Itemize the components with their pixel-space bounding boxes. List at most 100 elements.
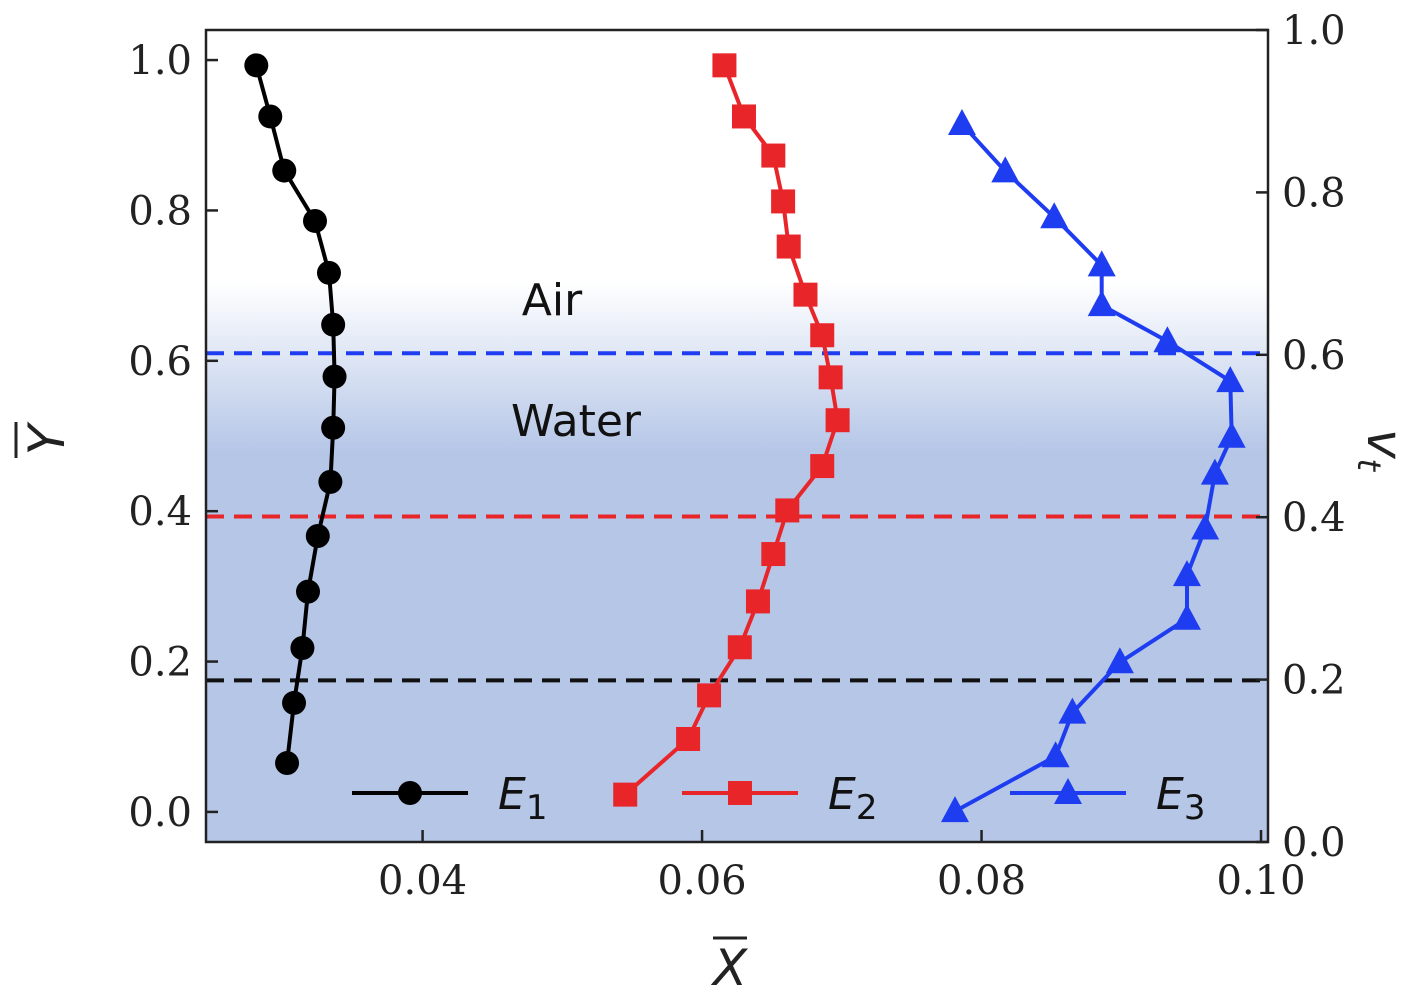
series-1-point-14 [275, 751, 300, 776]
series-3-point-15 [1041, 741, 1070, 768]
series-1-point-11 [296, 579, 321, 604]
series-3-point-14 [1058, 697, 1087, 724]
series-2-point-9 [825, 408, 850, 433]
x-axis: 0.04 0.06 0.08 0.10 [378, 830, 1306, 904]
series-3-point-10 [1191, 513, 1220, 540]
y2-axis-title: vt [1350, 429, 1414, 473]
series-2 [613, 53, 850, 807]
series-3 [940, 108, 1246, 823]
x-tick-label-3: 0.08 [937, 858, 1026, 904]
legend-label-1-sub: 1 [526, 788, 548, 828]
y-tick-label-3: 0.4 [128, 489, 192, 535]
legend-item-3: E3 [1010, 769, 1205, 828]
y2-tick-label-6: 1.0 [1282, 8, 1346, 54]
series-1-point-3 [272, 158, 297, 183]
legend: E1 E2 E3 [352, 769, 1205, 828]
series-3-point-11 [1172, 560, 1201, 587]
x-axis-title: X [710, 936, 749, 997]
series-2-point-13 [745, 589, 770, 614]
region-label-air: Air [522, 275, 583, 326]
x-tick-label-4: 0.10 [1216, 858, 1305, 904]
legend-label-2-main: E [828, 769, 856, 820]
x-tick-label-1: 0.04 [378, 858, 467, 904]
series-2-point-2 [731, 104, 756, 129]
series-1-point-5 [316, 260, 341, 285]
y-tick-label-1: 0.0 [128, 790, 192, 836]
x-tick-label-2: 0.06 [658, 858, 747, 904]
series-3-point-7 [1216, 366, 1245, 393]
region-label-water: Water [511, 396, 642, 447]
series-3-point-2 [991, 156, 1020, 183]
y-tick-label-5: 0.8 [128, 188, 192, 234]
series-3-point-6 [1153, 326, 1182, 353]
legend-item-2: E2 [682, 769, 877, 828]
series-1-point-13 [282, 690, 307, 715]
series-2-point-3 [761, 143, 786, 168]
y2-axis-title-text: vt [1350, 429, 1414, 473]
legend-marker-2 [728, 781, 752, 805]
series-3-point-12 [1172, 603, 1201, 630]
legend-label-3-sub: 3 [1184, 788, 1206, 828]
reference-lines [206, 351, 1268, 683]
series-1-point-2 [258, 104, 283, 129]
series-2-point-1 [712, 53, 737, 78]
series-1-point-8 [321, 415, 346, 440]
series-2-point-12 [761, 542, 786, 567]
series-2-point-8 [818, 365, 843, 390]
y-axis-title-text: Y [18, 421, 76, 455]
series-1-point-10 [305, 523, 330, 548]
series-1-point-12 [290, 636, 315, 661]
series-3-point-16 [940, 796, 969, 823]
y-tick-label-4: 0.6 [128, 339, 192, 385]
legend-marker-1 [398, 781, 422, 805]
y2-tick-label-5: 0.8 [1282, 170, 1346, 216]
series-3-point-3 [1040, 202, 1069, 229]
y2-tick-label-2: 0.2 [1282, 658, 1346, 704]
series-2-point-16 [676, 726, 701, 751]
series-1-point-6 [321, 312, 346, 337]
series-1-point-7 [322, 364, 347, 389]
series-1-point-9 [318, 469, 343, 494]
series-1 [244, 53, 347, 776]
series-2-point-17 [613, 782, 638, 807]
plot-frame [204, 28, 1270, 844]
y-axis-title: Y [14, 421, 76, 458]
legend-item-1: E1 [352, 769, 547, 828]
series-3-point-4 [1087, 250, 1116, 277]
series-2-point-11 [775, 498, 800, 523]
x-axis-title-text: X [710, 939, 749, 997]
series-3-point-5 [1087, 290, 1116, 317]
y-axis: 0.0 0.2 0.4 0.6 0.8 1.0 [128, 38, 218, 836]
series-3-point-13 [1105, 647, 1134, 674]
series-1-point-1 [244, 53, 269, 78]
series-3-line [954, 122, 1234, 813]
series-1-point-4 [302, 208, 327, 233]
y2-tick-label-3: 0.4 [1282, 495, 1346, 541]
series-layer [244, 53, 1246, 823]
series-2-point-15 [697, 683, 722, 708]
y-tick-label-2: 0.2 [128, 640, 192, 686]
y2-axis-title-sub: t [1350, 459, 1388, 473]
series-2-point-10 [810, 454, 835, 479]
series-2-point-7 [810, 323, 835, 348]
y2-axis: 0.0 0.2 0.4 0.6 0.8 1.0 [1256, 8, 1346, 866]
y2-tick-label-1: 0.0 [1282, 820, 1346, 866]
series-2-point-6 [793, 282, 818, 307]
legend-label-3: E3 [1156, 769, 1205, 828]
y-tick-label-6: 1.0 [128, 38, 192, 84]
legend-label-3-main: E [1156, 769, 1184, 820]
y2-axis-title-main: v [1356, 429, 1414, 460]
series-2-point-14 [727, 635, 752, 660]
y2-tick-label-4: 0.6 [1282, 333, 1346, 379]
series-3-point-1 [947, 108, 976, 135]
legend-label-2: E2 [828, 769, 877, 828]
legend-marker-3 [1054, 778, 1082, 804]
plot-background [206, 30, 1268, 842]
legend-label-1: E1 [498, 769, 547, 828]
series-2-point-5 [776, 234, 801, 259]
series-3-point-8 [1217, 421, 1246, 448]
series-3-point-9 [1200, 458, 1229, 485]
legend-label-1-main: E [498, 769, 526, 820]
series-2-point-4 [771, 189, 796, 214]
